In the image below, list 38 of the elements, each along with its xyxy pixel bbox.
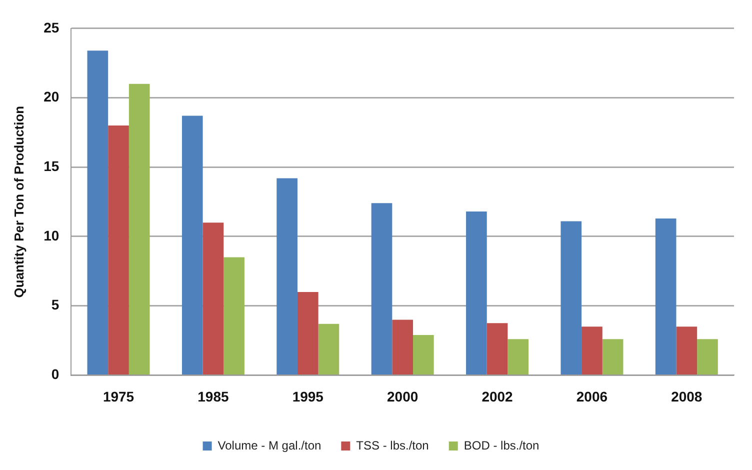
bar bbox=[413, 334, 434, 374]
bar bbox=[297, 292, 318, 374]
legend-label: BOD - lbs./ton bbox=[464, 438, 540, 452]
bar bbox=[108, 126, 129, 374]
y-tick-label: 0 bbox=[51, 366, 60, 382]
bar bbox=[676, 326, 698, 374]
bar bbox=[371, 203, 392, 374]
bar bbox=[466, 212, 487, 374]
bar bbox=[224, 257, 244, 374]
bar bbox=[655, 218, 676, 374]
legend-label: TSS - lbs./ton bbox=[356, 438, 429, 452]
legend-label: Volume - M gal./ton bbox=[218, 438, 322, 452]
x-tick-label: 1985 bbox=[198, 388, 229, 404]
y-tick-label: 25 bbox=[44, 19, 60, 36]
y-tick-label: 20 bbox=[44, 88, 60, 105]
x-tick-label: 2000 bbox=[387, 388, 418, 404]
y-axis-title: Quantity Per Ton of Production bbox=[11, 106, 26, 298]
y-tick-label: 15 bbox=[44, 158, 60, 174]
bar bbox=[582, 326, 602, 374]
bar bbox=[276, 178, 298, 374]
x-tick-label: 2002 bbox=[482, 388, 514, 404]
x-tick-label: 2006 bbox=[576, 388, 608, 404]
bar bbox=[87, 50, 108, 374]
bar bbox=[508, 339, 529, 374]
bar bbox=[560, 221, 582, 374]
bar bbox=[128, 84, 150, 374]
bar bbox=[318, 324, 340, 374]
x-tick-label: 2008 bbox=[671, 388, 702, 404]
bar bbox=[697, 339, 718, 374]
bar bbox=[602, 339, 624, 374]
x-tick-label: 1975 bbox=[102, 388, 134, 404]
bar bbox=[486, 323, 508, 374]
y-tick-label: 10 bbox=[44, 227, 60, 244]
bar bbox=[202, 222, 224, 374]
bar bbox=[392, 320, 413, 374]
y-tick-label: 5 bbox=[51, 296, 60, 313]
x-tick-label: 1995 bbox=[292, 388, 324, 404]
bar bbox=[182, 116, 203, 374]
